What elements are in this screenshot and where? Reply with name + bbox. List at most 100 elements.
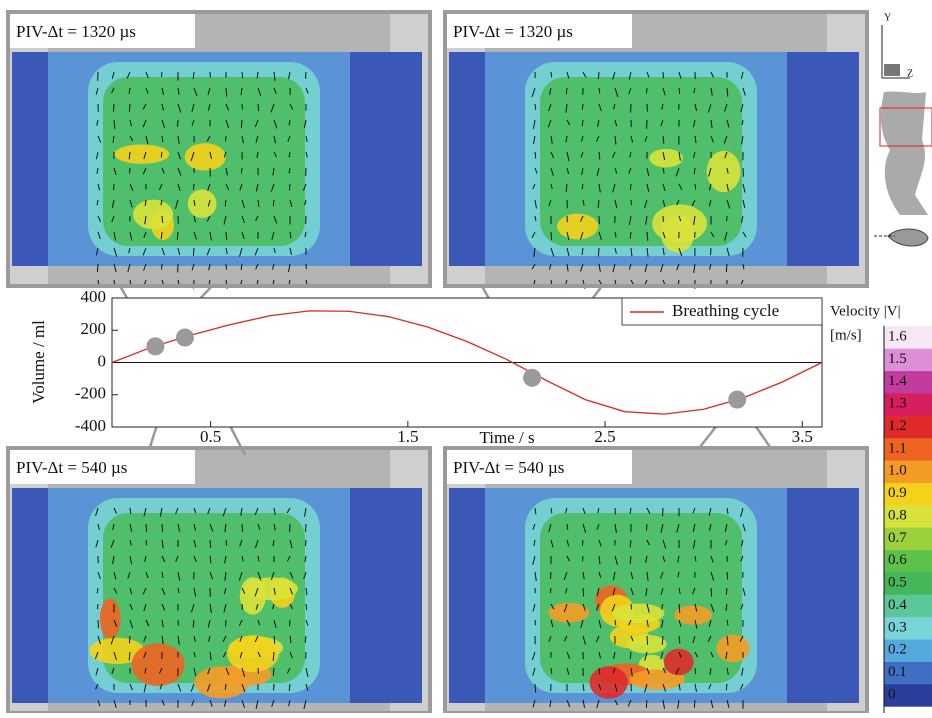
- hot-spot: [227, 635, 279, 672]
- velocity-arrow: [305, 540, 306, 546]
- hot-spot: [240, 577, 266, 615]
- x-tick-label: 3.5: [792, 427, 813, 446]
- y-tick-label: -400: [75, 416, 106, 435]
- velocity-arrow: [662, 636, 663, 645]
- velocity-arrow: [582, 556, 583, 561]
- velocity-arrow: [582, 540, 583, 546]
- inset-section: [888, 229, 928, 246]
- hot-spot: [557, 214, 598, 240]
- x-tick-label: 1.5: [397, 427, 418, 446]
- x-axis-label: Time / s: [479, 428, 534, 447]
- hot-spot: [548, 603, 589, 623]
- velocity-arrow: [550, 588, 551, 593]
- panel-label: PIV-Δt = 540 µs: [453, 458, 564, 477]
- hot-spot: [613, 604, 665, 623]
- velocity-arrow: [226, 540, 227, 546]
- colorbar-tick-label: 1.0: [888, 463, 907, 479]
- hot-spot: [133, 200, 173, 230]
- inset-y-label: Y: [884, 12, 891, 23]
- colorbar-tick-label: 0.9: [888, 485, 907, 501]
- inset-airway: [881, 92, 928, 215]
- colorbar-title: Velocity |V|: [830, 303, 901, 319]
- velocity-arrow: [551, 72, 552, 77]
- velocity-arrow: [193, 248, 194, 256]
- hot-spot: [707, 151, 741, 192]
- time-marker: [146, 337, 164, 355]
- velocity-arrow: [146, 540, 147, 545]
- velocity-arrow: [97, 264, 98, 272]
- velocity-arrow: [726, 588, 727, 594]
- hot-spot: [188, 189, 217, 217]
- colorbar-tick-label: 0.3: [888, 619, 907, 635]
- hot-spot: [100, 599, 121, 640]
- velocity-arrow: [258, 104, 259, 111]
- velocity-arrow: [146, 524, 147, 532]
- y-tick-label: -200: [75, 384, 106, 403]
- hot-spot: [185, 143, 226, 171]
- velocity-arrow: [129, 104, 130, 112]
- colorbar-tick-label: 0.6: [888, 552, 907, 568]
- velocity-arrow: [241, 120, 242, 128]
- colorbar-tick-label: 0.5: [888, 575, 907, 591]
- colorbar-unit: [m/s]: [830, 327, 862, 343]
- velocity-arrow: [695, 184, 696, 190]
- y-tick-label: 400: [81, 287, 107, 306]
- y-axis-label: Volume / ml: [29, 320, 48, 404]
- velocity-arrow: [631, 604, 632, 609]
- velocity-arrow: [727, 572, 728, 579]
- velocity-arrow: [647, 636, 648, 645]
- velocity-arrow: [630, 184, 631, 190]
- velocity-arrow: [305, 524, 306, 532]
- velocity-arrow: [193, 184, 194, 190]
- velocity-arrow: [583, 588, 584, 596]
- hot-spot: [589, 666, 627, 698]
- inset-shape: [884, 64, 900, 76]
- hot-spot: [649, 149, 683, 168]
- chart: Volume / ml Time / s -400 -200 0 200 400 0.5 1…: [29, 287, 822, 447]
- panel-label: PIV-Δt = 1320 µs: [453, 22, 573, 41]
- velocity-arrow: [210, 540, 211, 548]
- velocity-arrow: [129, 636, 130, 643]
- y-tick-label: 0: [98, 351, 107, 370]
- velocity-arrow: [241, 168, 242, 173]
- velocity-arrow: [177, 232, 178, 240]
- velocity-arrow: [162, 524, 163, 532]
- y-tick-label: 200: [81, 319, 107, 338]
- colorbar-tick-label: 0.4: [888, 597, 907, 613]
- colorbar-tick-label: 0.1: [888, 664, 907, 680]
- colorbar-tick-label: 0.2: [888, 642, 907, 658]
- velocity-arrow: [598, 248, 599, 256]
- velocity-arrow: [177, 120, 178, 127]
- orientation-inset: Y Z: [874, 12, 932, 246]
- velocity-arrow: [535, 684, 536, 693]
- velocity-arrow: [615, 620, 616, 625]
- colorbar-tick-label: 0: [888, 686, 896, 702]
- velocity-arrow: [646, 524, 647, 531]
- x-tick-label: 0.5: [200, 427, 221, 446]
- velocity-arrow: [289, 184, 290, 190]
- hot-spot: [716, 635, 749, 663]
- time-marker: [728, 391, 746, 409]
- velocity-arrow: [694, 700, 695, 708]
- hot-spot: [664, 649, 694, 676]
- colorbar-tick-label: 1.1: [888, 440, 907, 456]
- colorbar-tick-label: 0.8: [888, 507, 907, 523]
- hot-spot: [114, 144, 169, 163]
- velocity-arrow: [225, 136, 226, 141]
- velocity-arrow: [226, 232, 227, 240]
- page: {"chart_data": {"type": "line", "x_label…: [0, 0, 932, 713]
- velocity-arrow: [161, 72, 162, 77]
- figure: PIV-Δt = 1320 µs PIV-Δt = 1320 µs PIV-Δt =…: [0, 0, 932, 713]
- legend-label: Breathing cycle: [672, 301, 779, 320]
- panel-label: PIV-Δt = 1320 µs: [16, 22, 136, 41]
- velocity-arrow: [726, 264, 727, 272]
- velocity-arrow: [162, 216, 163, 223]
- colorbar-tick-label: 1.5: [888, 351, 907, 367]
- hot-spot: [195, 666, 249, 698]
- time-marker: [176, 329, 194, 347]
- hot-spot: [132, 643, 185, 686]
- colorbar-tick-label: 1.3: [888, 396, 907, 412]
- velocity-arrow: [535, 620, 536, 625]
- panel-label: PIV-Δt = 540 µs: [16, 458, 127, 477]
- colorbar-tick-label: 1.4: [888, 373, 907, 389]
